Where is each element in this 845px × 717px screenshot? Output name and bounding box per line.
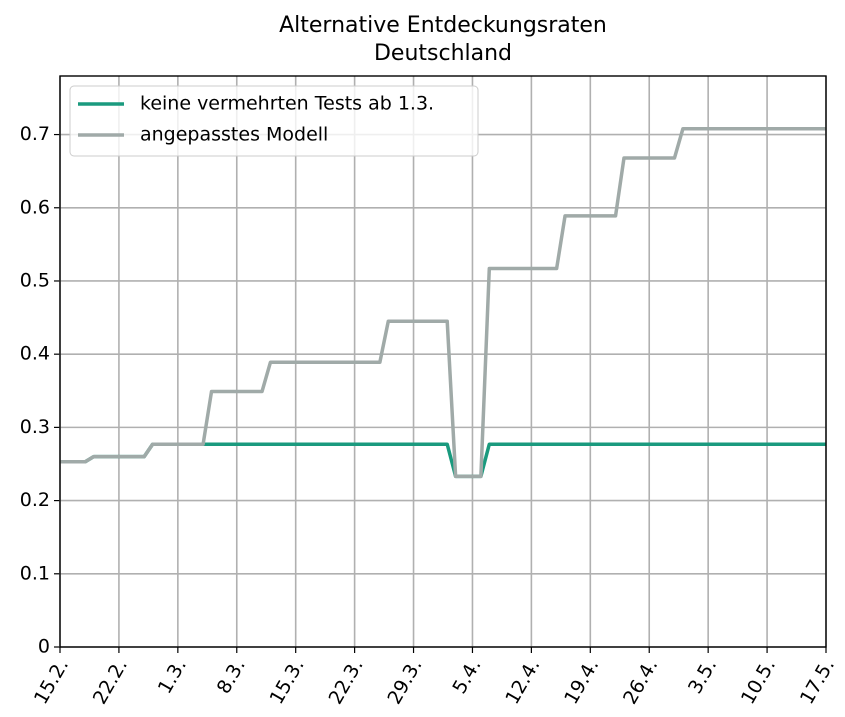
x-tick-label: 10.5. [737,655,780,708]
x-tick-label: 3.5. [684,655,721,697]
x-tick-label: 29.3. [383,655,426,708]
plot-frame [59,75,827,648]
x-tick-label: 15.3. [266,655,309,708]
legend-box [69,85,479,157]
y-tick-label: 0.3 [20,416,50,438]
x-tick-label: 12.4. [501,655,544,708]
x-tick-label: 22.3. [324,655,367,708]
x-tick-label: 1.3. [154,655,191,697]
series-line [60,442,826,479]
x-tick-label: 26.4. [619,655,662,708]
chart-title: Alternative Entdeckungsraten [279,13,607,38]
x-tick-label: 8.3. [213,655,250,697]
y-tick-label: 0.2 [20,489,50,511]
legend-label: angepasstes Modell [140,124,328,146]
x-tick-label: 22.2. [89,655,132,708]
chart-subtitle: Deutschland [374,41,512,66]
y-tick-label: 0.1 [20,562,50,584]
y-tick-label: 0.4 [20,343,50,365]
legend-label: keine vermehrten Tests ab 1.3. [140,93,434,115]
x-tick-label: 5.4. [448,655,485,697]
y-tick-label: 0.7 [20,123,50,145]
x-tick-label: 15.2. [30,655,73,708]
y-tick-label: 0 [38,636,50,658]
y-tick-label: 0.5 [20,269,50,291]
y-tick-label: 0.6 [20,196,50,218]
x-tick-label: 19.4. [560,655,603,708]
series-line [60,126,826,479]
x-tick-label: 17.5. [796,655,839,708]
